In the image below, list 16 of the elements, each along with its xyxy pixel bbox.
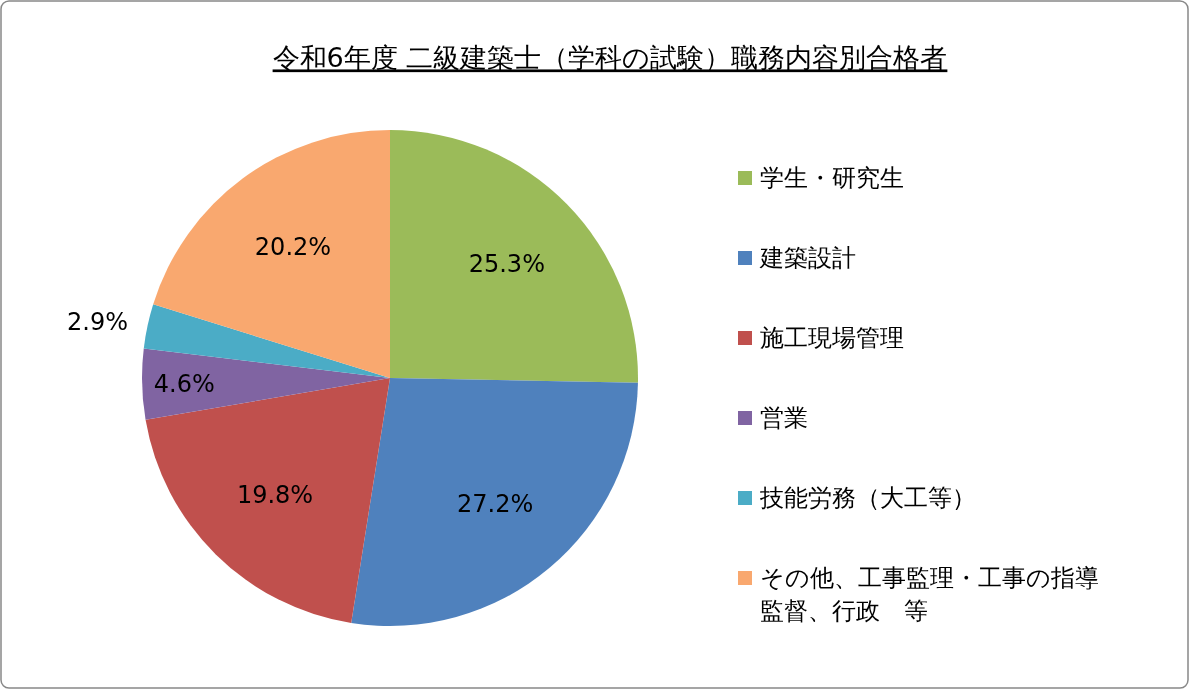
data-label: 25.3%: [468, 249, 545, 278]
legend-label: 技能労務（大工等）: [759, 484, 976, 513]
data-label: 19.8%: [236, 480, 314, 509]
pie-slice: [142, 348, 390, 420]
legend-label: 施工現場管理: [760, 324, 904, 353]
legend-label: 建築設計: [759, 244, 856, 273]
chart-title: 令和6年度 二級建築士（学科の試験）職務内容別合格者: [272, 42, 948, 74]
pie-slice: [390, 130, 638, 383]
data-label: 4.6%: [153, 369, 215, 398]
data-label: 27.2%: [457, 489, 534, 518]
data-label: 20.2%: [254, 232, 332, 261]
legend-label: 学生・研究生: [760, 164, 904, 193]
pie-slice: [351, 378, 638, 626]
legend-label: 営業: [760, 404, 808, 433]
legend-label: その他、工事監理・工事の指導監督、行政 等: [760, 564, 1099, 625]
data-label: 2.9%: [67, 308, 129, 337]
